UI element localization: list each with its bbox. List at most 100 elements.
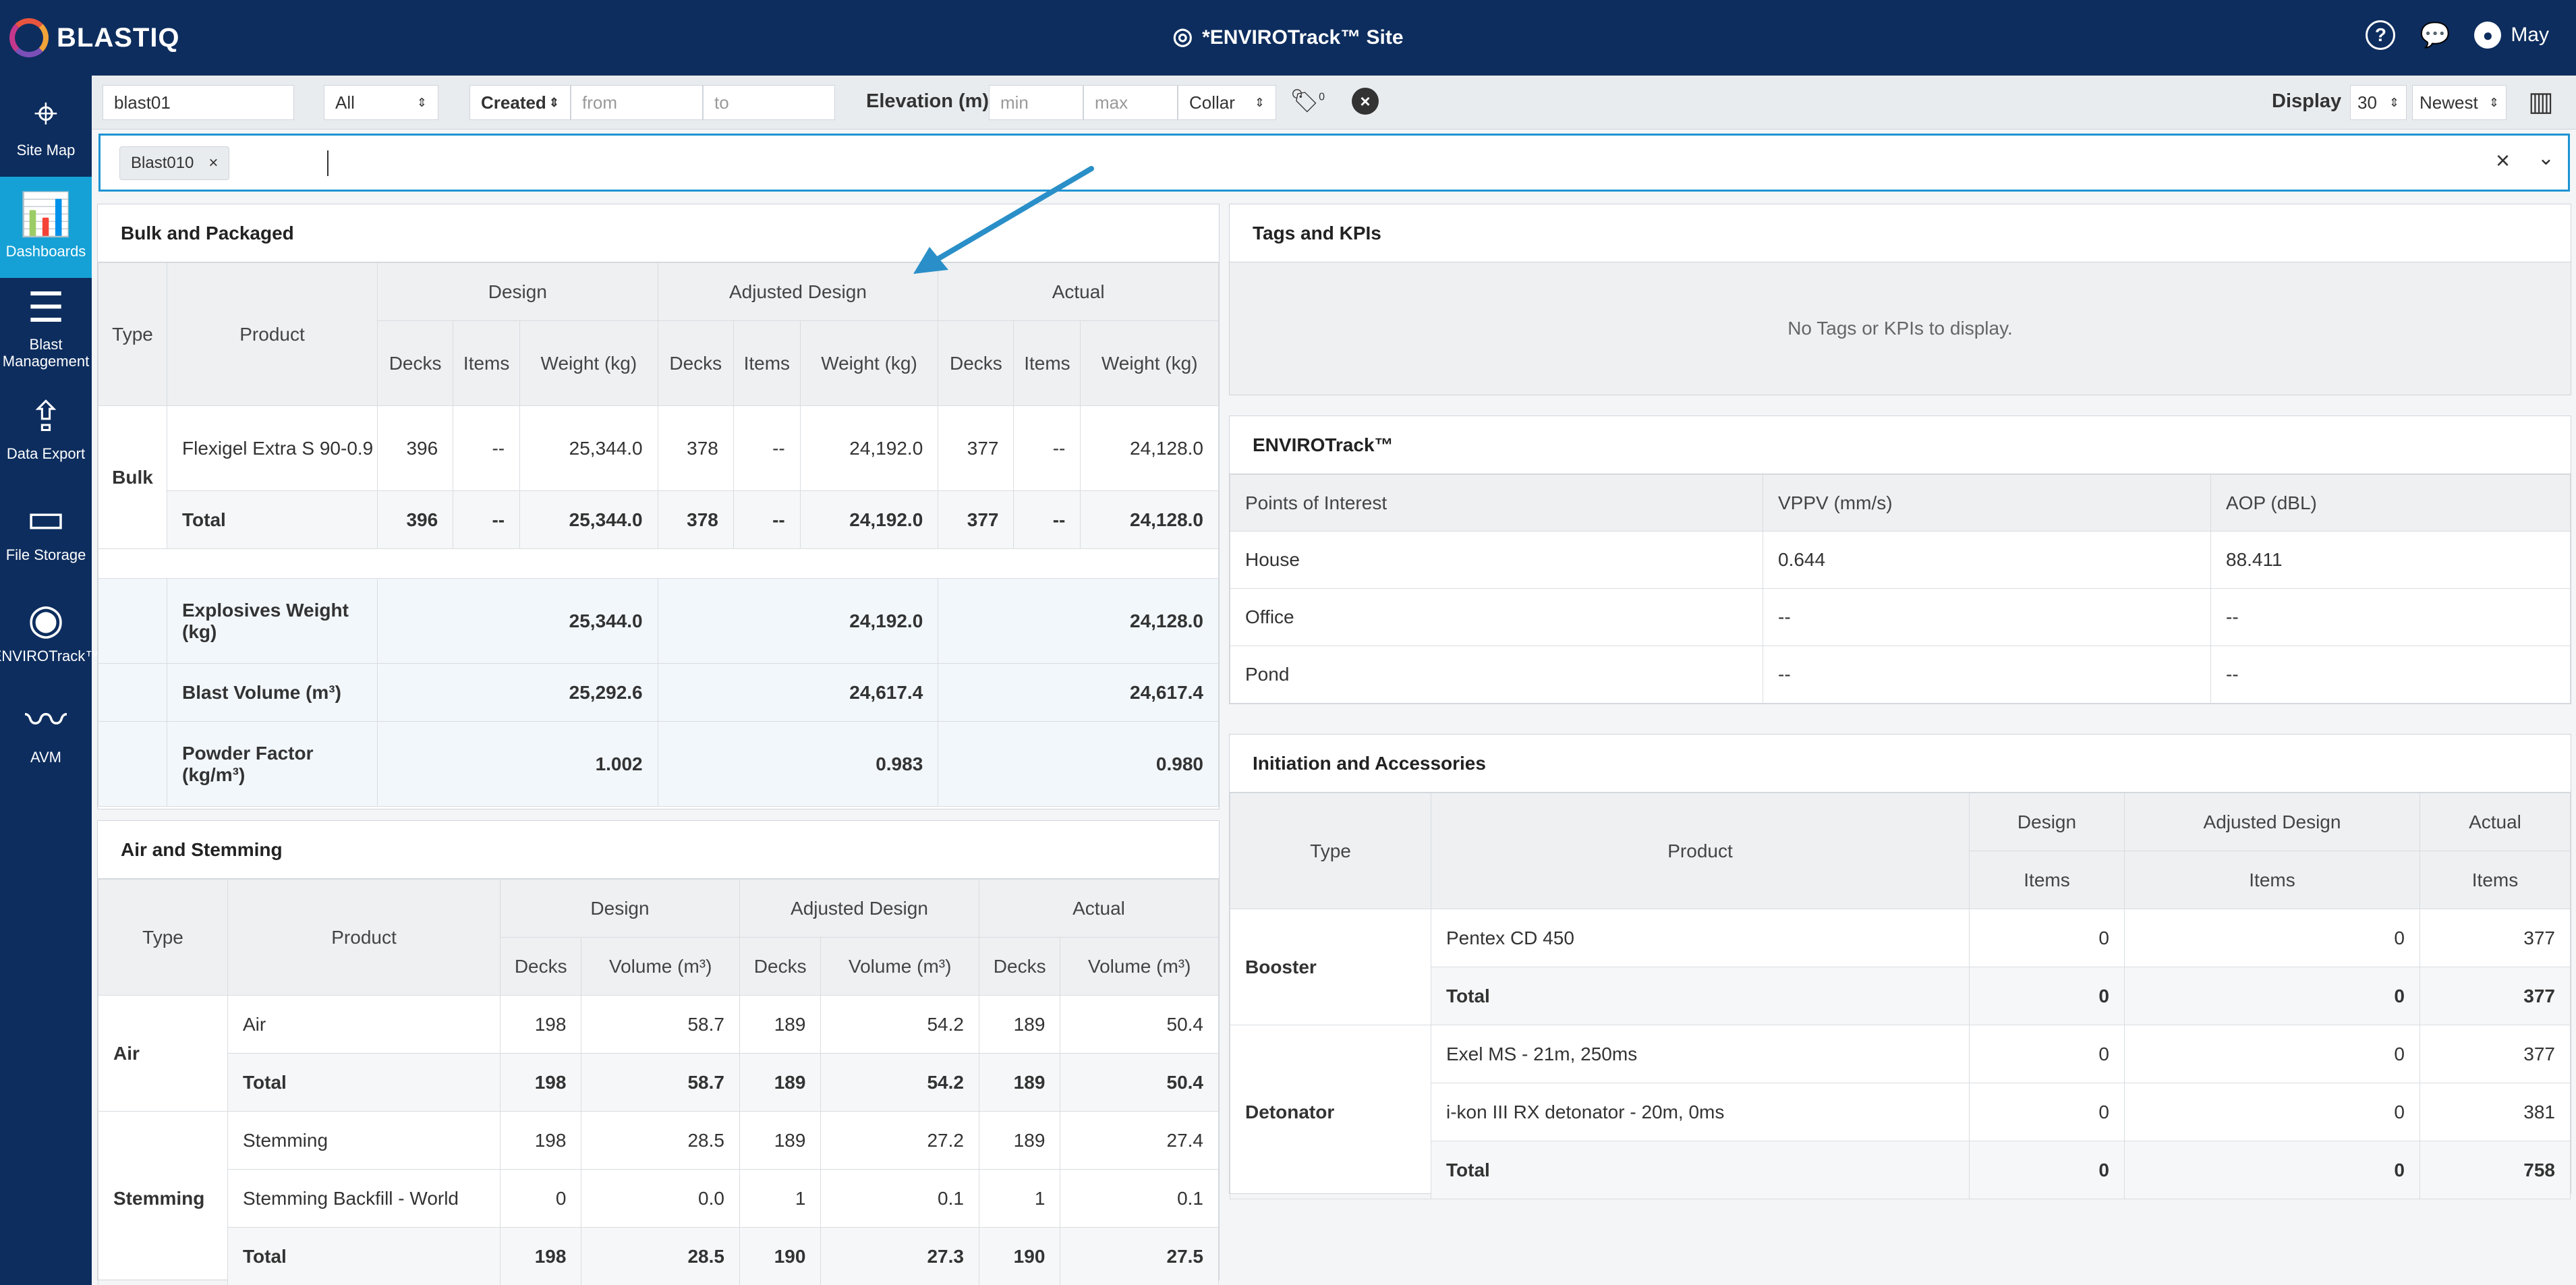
cell: 189 [978,995,1061,1054]
cell: 58.7 [581,1053,740,1112]
blast-chip[interactable]: Blast010 × [119,146,230,180]
blast-search-input[interactable]: blast01 [103,85,294,120]
blast-chip-input[interactable]: Blast010 × × ⌄ [98,134,2570,192]
cell: 54.2 [820,995,979,1054]
chevron-down-icon[interactable]: ⌄ [2537,147,2554,169]
scope-select[interactable]: All ⇕ [324,85,438,120]
blastiq-logo[interactable]: BLASTIQ [9,18,180,58]
total-row: Total 0 0 377 [1230,967,2571,1025]
table-row: Detonator Exel MS - 21m, 250ms 0 0 377 [1230,1025,2571,1199]
date-from-input[interactable]: from [571,85,703,120]
cell: 25,344.0 [377,578,658,664]
sidebar-item-avm[interactable]: 〰 AVM [0,683,92,784]
cell: 1.002 [377,721,658,807]
col-decks: Decks [938,320,1014,406]
sidebar-item-dashboards[interactable]: 📊 Dashboards [0,177,92,278]
site-selector[interactable]: ◎ *ENVIROTrack™ Site [0,23,2576,50]
col-type: Type [1230,793,1431,909]
initiation-panel: Initiation and Accessories Type Product … [1229,734,2571,1199]
cell: 0.980 [938,721,1219,807]
col-weight: Weight (kg) [799,320,939,406]
text-cursor [327,150,328,176]
sidebar-item-label: Site Map [16,142,76,159]
chevron-updown-icon: ⇕ [416,95,427,109]
col-decks: Decks [376,320,454,406]
sidebar-item-envirotrack[interactable]: ◉ ENVIROTrack™ [0,581,100,683]
cell: 0.644 [1763,531,2211,589]
cell: 27.2 [820,1111,979,1170]
col-decks: Decks [657,320,734,406]
col-adjusted: Adjusted Design [657,262,939,321]
cell: 377 [938,405,1014,491]
elevation-max-input[interactable]: max [1083,85,1178,120]
cell: 25,292.6 [377,663,658,722]
sidebar-item-label: AVM [30,749,62,766]
cell: -- [1763,588,2211,646]
cell: 50.4 [1060,1053,1219,1112]
site-title: *ENVIROTrack™ Site [1202,26,1404,49]
cell: 190 [739,1227,822,1285]
table-row: Booster Pentex CD 450 0 0 377 [1230,909,2571,1025]
envirotrack-table: Points of Interest VPPV (mm/s) AOP (dBL)… [1230,474,2571,704]
cell: 24,128.0 [938,578,1219,664]
sidebar-item-blast-management[interactable]: ☰ Blast Management [0,278,92,379]
elevation-min-input[interactable]: min [989,85,1083,120]
clear-filters-icon[interactable]: × [1352,88,1379,115]
sidebar-item-label: Dashboards [5,243,86,260]
panel-title: Air and Stemming [98,821,1219,879]
cell: 189 [739,1053,822,1112]
cell: 377 [2420,909,2571,967]
help-icon[interactable]: ? [2366,20,2396,50]
table-row: House 0.644 88.411 [1230,531,2571,589]
sort-select[interactable]: Newest ⇕ [2412,85,2507,120]
sidebar-item-site-map[interactable]: ⌖ Site Map [0,76,92,177]
date-field-select[interactable]: Created ⇕ [469,85,571,120]
table-row: Bulk Flexigel Extra S 90-0.9 396 -- 25,3… [98,405,1219,549]
group-label: Air [98,995,228,1112]
product-cell: Air [227,995,500,1054]
clear-icon[interactable]: × [2495,146,2510,174]
collar-select[interactable]: Collar ⇕ [1178,85,1276,120]
cell: 1 [978,1169,1061,1228]
col-items: Items [1969,851,2125,909]
cell: -- [453,490,521,549]
product-cell: Stemming [227,1111,500,1170]
user-menu[interactable]: ● May [2474,22,2549,49]
summary-label: Blast Volume (m³) [167,663,378,722]
display-label: Display [2272,90,2342,112]
cell: 0 [1969,1025,2125,1083]
cell: 27.4 [1060,1111,1219,1170]
cell: 88.411 [2210,531,2571,589]
sort-value: Newest [2420,92,2478,113]
blast-management-icon: ☰ [27,284,65,331]
sidebar-item-label: Data Export [6,445,86,463]
cell: 50.4 [1060,995,1219,1054]
cell: -- [1013,490,1081,549]
sidebar-item-file-storage[interactable]: ▭ File Storage [0,480,92,581]
sidebar-item-label: ENVIROTrack™ [0,648,101,665]
col-volume: Volume (m³) [581,937,740,996]
cell: 1 [739,1169,822,1228]
cell: 381 [2420,1083,2571,1141]
tag-icon[interactable]: 🏷0 [1290,88,1325,114]
sidebar: ⌖ Site Map 📊 Dashboards ☰ Blast Manageme… [0,76,100,1285]
elevation-label: Elevation (m) [866,90,990,112]
book-icon[interactable]: ▥ [2528,87,2554,117]
table-row: Office -- -- [1230,588,2571,646]
product-cell: i-kon III RX detonator - 20m, 0ms [1431,1083,1970,1141]
close-icon[interactable]: × [208,154,219,172]
chat-icon[interactable]: 💬 [2420,21,2451,49]
cell: -- [453,405,521,491]
sidebar-item-data-export[interactable]: ⇪ Data Export [0,379,92,480]
cell: 0 [2124,909,2420,967]
display-count-select[interactable]: 30 ⇕ [2350,85,2407,120]
folder-icon: ▭ [26,495,66,542]
cell: 0 [1969,967,2125,1025]
cell: 198 [499,1111,582,1170]
chevron-updown-icon: ⇕ [2388,95,2399,109]
date-to-input[interactable]: to [703,85,835,120]
cell: Pond [1230,646,1763,704]
cell: 189 [978,1053,1061,1112]
cell: 54.2 [820,1053,979,1112]
cell: 758 [2420,1141,2571,1199]
